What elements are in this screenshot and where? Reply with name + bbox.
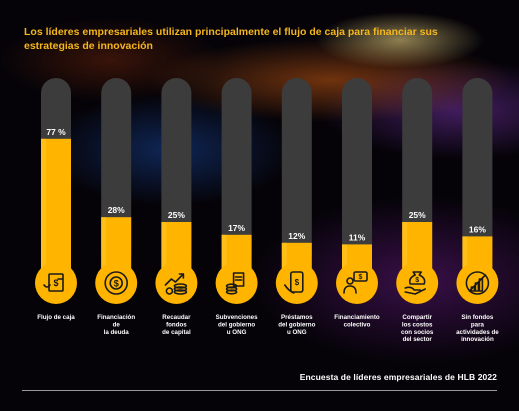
icon-circle (215, 262, 258, 304)
bar-track (402, 78, 433, 268)
phone-loan-icon: $ (284, 271, 304, 294)
bar-group: 12% $ Préstamos del gobierno u ONG (275, 78, 318, 336)
no-funds-icon (465, 271, 490, 295)
chart-title: Los líderes empresariales utilizan princ… (24, 26, 438, 52)
bar-highlight (281, 242, 287, 268)
bar-highlight (342, 244, 347, 268)
bar-value-label: 12% (288, 231, 305, 241)
bar-value-label: 17% (228, 223, 245, 233)
bar-value-label: 28% (108, 205, 125, 215)
bar-highlight (161, 222, 167, 268)
svg-text:$: $ (53, 278, 58, 288)
category-label: Flujo de caja (37, 314, 75, 321)
icon-circle (336, 262, 378, 304)
bar-track (342, 78, 372, 268)
svg-text:$: $ (295, 278, 300, 287)
bar-track (221, 78, 252, 268)
bar-group: 16% Sin fondos para actividades de innovació… (456, 78, 499, 343)
cash-flow-icon: $ (43, 273, 64, 292)
bar-highlight (221, 234, 227, 268)
bar-track (281, 78, 312, 268)
bar-highlight (101, 217, 107, 268)
icon-circle (155, 262, 198, 304)
category-label: Subvenciones del gobierno u ONG (216, 314, 259, 336)
bar-highlight (41, 138, 46, 268)
bar-group: 25% $ Compartir los costos con socios del sec… (396, 78, 439, 343)
icon-circle (35, 262, 77, 304)
icon-circle (95, 262, 138, 304)
svg-text:$: $ (114, 279, 119, 289)
category-label: Financiamiento colectivo (334, 314, 380, 328)
bar-group: 11% $ Financiamiento colectivo (334, 78, 380, 328)
bar-group: 77 % $ Flujo de caja (35, 78, 77, 321)
category-label: Sin fondos para actividades de innovación (456, 314, 499, 343)
category-label: Recaudar fondos de capital (162, 314, 191, 336)
category-label: Financiación de la deuda (97, 314, 135, 336)
crowdfunding-icon: $ (343, 271, 368, 294)
bar-value-label: 25% (168, 210, 185, 220)
debt-financing-icon: $ (104, 271, 128, 295)
icon-circle (275, 262, 318, 304)
grant-coins-icon (225, 272, 245, 295)
capital-growth-icon (164, 273, 188, 295)
bar (342, 244, 372, 268)
icon-circle (396, 262, 439, 304)
bar-track (161, 78, 192, 268)
bar-group: 28% $ Financiación de la deuda (95, 78, 138, 336)
svg-text:$: $ (415, 277, 419, 284)
bar-highlight (402, 222, 408, 268)
category-label: Préstamos del gobierno u ONG (278, 314, 315, 336)
bar-group: 25% Recaudar fondos de capital (155, 78, 198, 336)
bar-track (462, 78, 493, 268)
bar-value-label: 77 % (46, 127, 66, 137)
bar-value-label: 25% (409, 210, 426, 220)
shared-costs-icon: $ (404, 271, 426, 295)
bar-value-label: 16% (469, 224, 486, 234)
category-label: Compartir los costos con socios del sector (401, 314, 434, 343)
bar-group: 17% Subvenciones del gobierno u ONG (215, 78, 259, 336)
bar-highlight (462, 236, 468, 268)
svg-text:$: $ (359, 274, 363, 281)
survey-source-footer: Encuesta de líderes empresariales de HLB… (299, 372, 497, 382)
footer-rule (22, 390, 497, 391)
bar-value-label: 11% (349, 232, 366, 242)
